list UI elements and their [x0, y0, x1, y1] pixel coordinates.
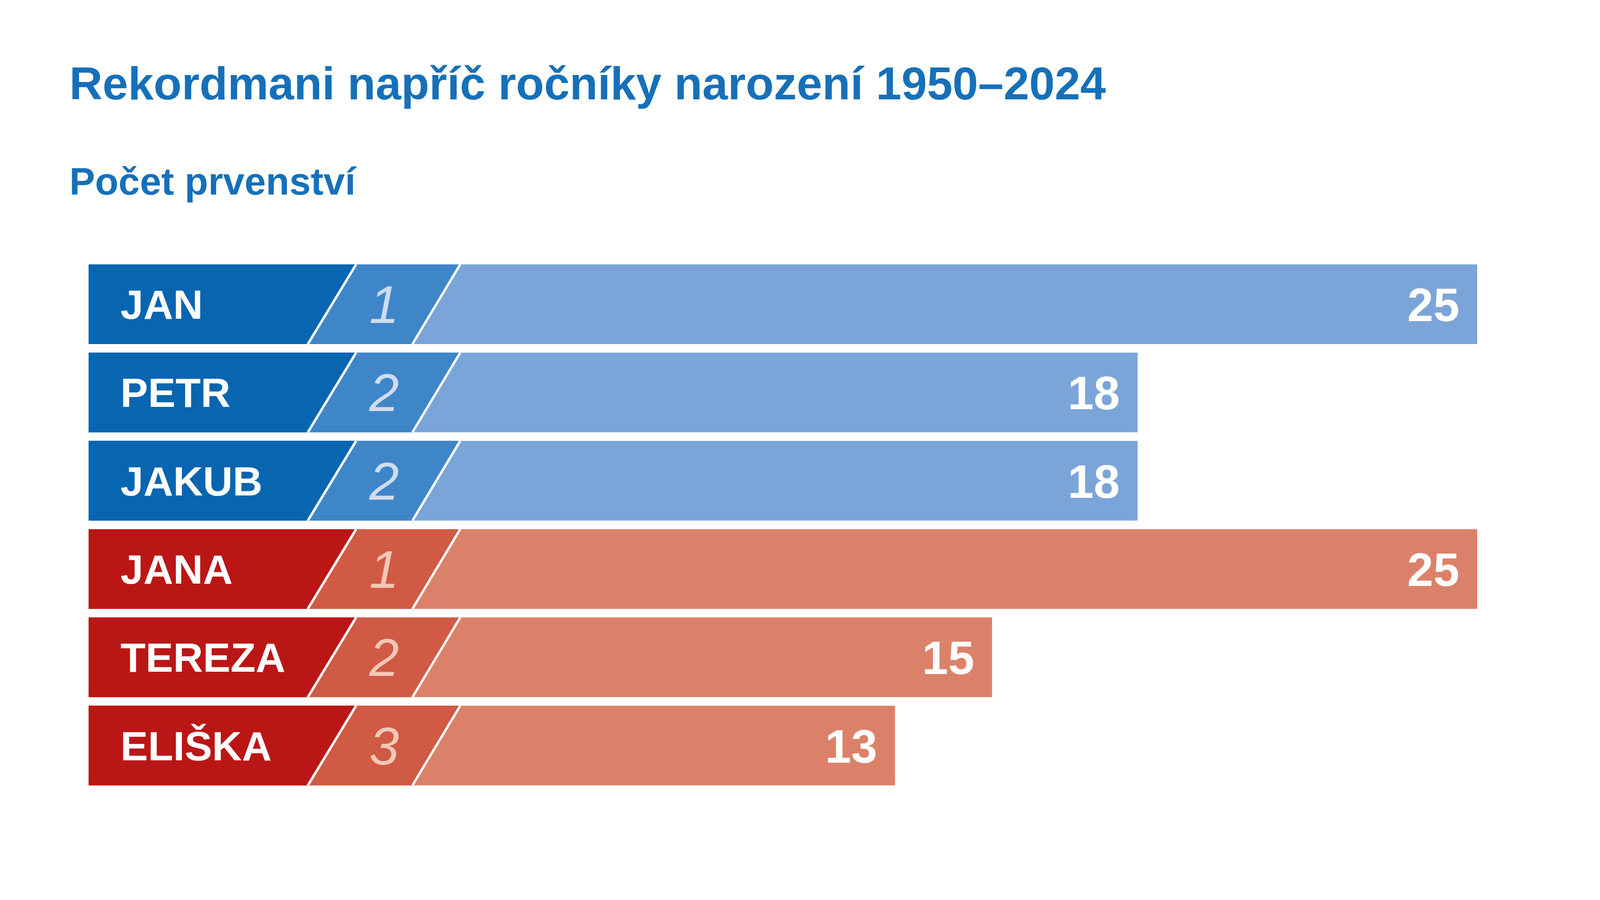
rank-box	[88, 264, 461, 344]
background	[0, 0, 1600, 900]
separator	[412, 529, 461, 609]
data-label: 25	[1407, 543, 1460, 596]
data-label: 15	[922, 631, 975, 684]
rank-label: 2	[368, 627, 399, 688]
rank-label: 3	[369, 716, 399, 776]
bar	[88, 441, 1138, 521]
bars	[88, 264, 1478, 786]
rank-label: 1	[369, 539, 399, 599]
category-label: PETR	[120, 369, 231, 416]
rank-label: 1	[369, 274, 399, 335]
rank-box	[88, 529, 461, 609]
labels-boxes	[88, 264, 461, 786]
rank-box	[88, 352, 461, 433]
name-box	[88, 529, 355, 609]
rank-label: 2	[368, 362, 399, 423]
category-label: JAKUB	[120, 457, 263, 505]
bar	[88, 352, 1138, 433]
rank-label: 2	[368, 451, 399, 511]
texts: JAN 1 25 PETR 2 18 JAKUB 2 18 JANA 1 25 TEREZA 2 15 ELI…	[120, 274, 1460, 776]
category-label: JANA	[120, 545, 233, 593]
rank-box	[88, 617, 461, 697]
rank-box	[88, 441, 461, 521]
separator	[412, 617, 461, 697]
data-label: 25	[1407, 278, 1460, 331]
name-box	[88, 617, 355, 697]
data-label: 18	[1067, 455, 1120, 508]
name-box	[88, 352, 355, 433]
separator	[412, 264, 461, 344]
name-box	[88, 264, 355, 344]
bar	[88, 264, 1478, 344]
separator	[412, 441, 461, 521]
separator	[412, 352, 461, 433]
title: Rekordmani napříč ročníky narození 1950–…	[69, 57, 1106, 110]
bar	[88, 529, 1478, 609]
name-box	[88, 441, 355, 521]
chart: Rekordmani napříč ročníky narození 1950–…	[0, 0, 1600, 900]
category-label: ELIŠKA	[120, 722, 272, 770]
rank-box	[88, 705, 461, 786]
separator	[412, 705, 461, 786]
subtitle: Počet prvenství	[69, 159, 357, 203]
data-label: 13	[825, 719, 878, 773]
bar	[88, 705, 896, 786]
bar	[88, 617, 993, 697]
category-label: JAN	[120, 281, 203, 328]
name-box	[88, 705, 355, 786]
category-label: TEREZA	[120, 634, 286, 681]
data-label: 18	[1067, 366, 1120, 419]
